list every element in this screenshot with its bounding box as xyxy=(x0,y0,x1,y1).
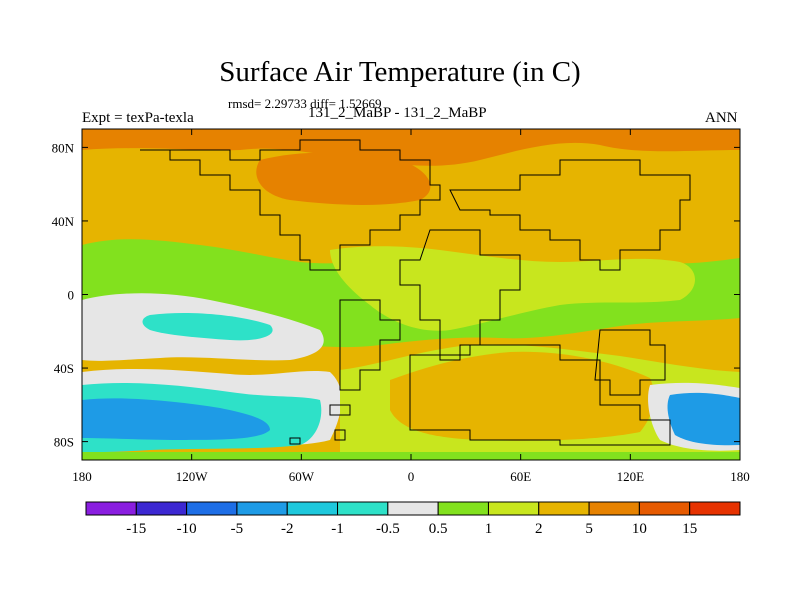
experiment-label: Expt = texPa-texla xyxy=(82,110,194,126)
colorbar-swatch xyxy=(186,501,238,516)
field-southeast-cold xyxy=(667,392,740,446)
colorbar-swatch xyxy=(387,501,439,516)
x-tick-label: 120W xyxy=(176,469,209,484)
colorbar-label: -5 xyxy=(231,521,244,537)
coast-south-america xyxy=(339,299,401,391)
colorbar-label: 5 xyxy=(585,521,593,537)
coast-africa xyxy=(399,229,521,361)
temperature-field xyxy=(82,129,740,460)
field-eurasia-warm xyxy=(256,152,431,205)
chart-title: Surface Air Temperature (in C) xyxy=(219,56,581,88)
colorbar-label: -10 xyxy=(177,521,197,537)
field-southern-cold xyxy=(82,398,270,440)
runs-label: 131_2_MaBP - 131_2_MaBP xyxy=(308,105,487,121)
colorbar-swatch xyxy=(236,501,288,516)
colorbar-swatch xyxy=(286,501,339,516)
x-tick-label: 180 xyxy=(730,469,750,484)
x-axis: 180 120W 60W 0 60E 120E 180 xyxy=(72,129,750,484)
field-south-warm xyxy=(390,351,655,441)
coast-antarctic-shelf xyxy=(409,344,671,446)
coast-australia xyxy=(594,329,666,396)
colorbar-label: 1 xyxy=(485,521,493,537)
colorbar-label: -0.5 xyxy=(376,521,400,537)
y-tick-label: 40N xyxy=(52,214,75,229)
x-tick-label: 60E xyxy=(510,469,531,484)
x-tick-label: 120E xyxy=(617,469,645,484)
y-tick-label: 40S xyxy=(54,361,74,376)
colorbar-swatch xyxy=(638,501,691,516)
colorbar-swatch xyxy=(689,501,741,516)
rmsd-diff-label: rmsd= 2.29733 diff= 1.52669 xyxy=(228,96,382,111)
x-tick-label: 60W xyxy=(289,469,315,484)
season-label: ANN xyxy=(705,110,738,126)
colorbar-label: -1 xyxy=(331,521,344,537)
y-tick-label: 0 xyxy=(68,288,75,303)
colorbar-swatch xyxy=(135,501,188,516)
colorbar-label: 15 xyxy=(682,521,697,537)
colorbar-swatch xyxy=(85,501,137,516)
colorbar: -15 -10 -5 -2 -1 -0.5 0.5 1 2 5 10 15 xyxy=(85,501,741,537)
x-tick-label: 180 xyxy=(72,469,92,484)
x-tick-label: 0 xyxy=(408,469,415,484)
field-arctic-warm xyxy=(82,129,740,166)
y-axis: 80N 40N 0 40S 80S xyxy=(52,140,740,450)
coast-eurasia xyxy=(449,159,691,271)
colorbar-swatch xyxy=(588,501,640,516)
colorbar-swatch xyxy=(538,501,590,516)
colorbar-swatch xyxy=(487,501,540,516)
colorbar-swatch xyxy=(437,501,489,516)
field-tropics-yellowgreen xyxy=(330,246,695,331)
coastlines xyxy=(140,139,691,446)
colorbar-label: 2 xyxy=(535,521,543,537)
colorbar-label: 0.5 xyxy=(429,521,448,537)
y-tick-label: 80S xyxy=(54,435,74,450)
coast-islands xyxy=(289,404,351,445)
colorbar-swatch xyxy=(337,501,389,516)
colorbar-label: -2 xyxy=(281,521,294,537)
colorbar-label: 10 xyxy=(632,521,647,537)
field-pacific-cool xyxy=(142,313,273,341)
coast-north-america xyxy=(140,139,441,271)
colorbar-label: -15 xyxy=(126,521,146,537)
y-tick-label: 80N xyxy=(52,140,75,155)
